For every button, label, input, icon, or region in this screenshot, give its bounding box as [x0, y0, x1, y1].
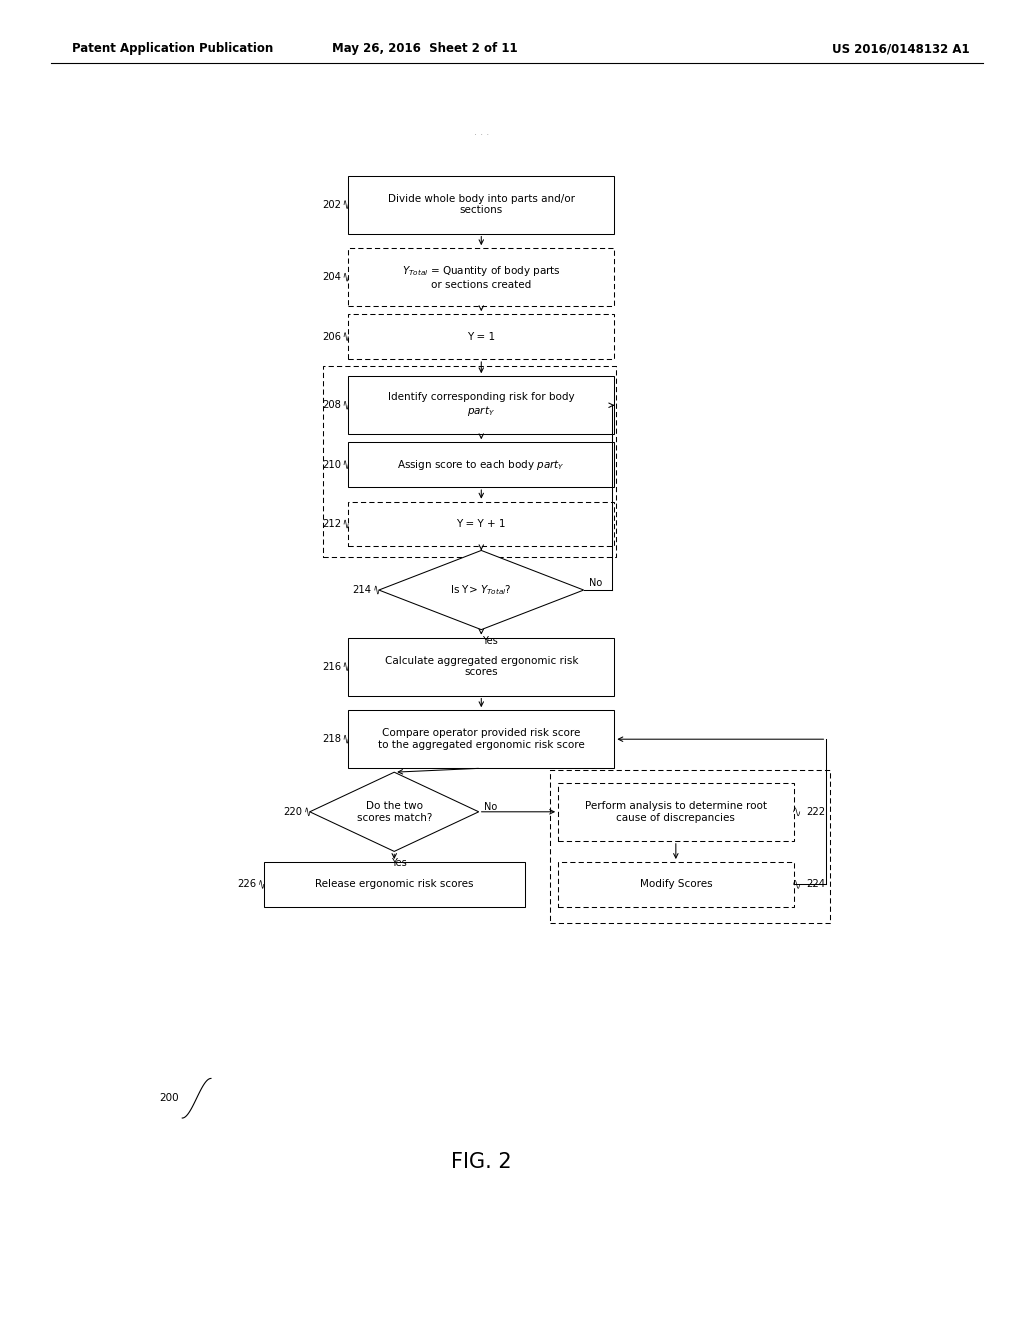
Text: 226: 226: [238, 879, 256, 890]
Text: US 2016/0148132 A1: US 2016/0148132 A1: [833, 42, 970, 55]
Text: Assign score to each body $part_Y$: Assign score to each body $part_Y$: [397, 458, 565, 471]
Text: 202: 202: [322, 199, 341, 210]
FancyBboxPatch shape: [558, 862, 794, 907]
Text: 222: 222: [806, 807, 825, 817]
Text: . . .: . . .: [474, 127, 488, 137]
Text: May 26, 2016  Sheet 2 of 11: May 26, 2016 Sheet 2 of 11: [332, 42, 518, 55]
Text: Y = Y + 1: Y = Y + 1: [457, 519, 506, 529]
Text: $Y_{Total}$ = Quantity of body parts
or sections created: $Y_{Total}$ = Quantity of body parts or …: [401, 264, 561, 290]
FancyBboxPatch shape: [348, 638, 614, 696]
FancyBboxPatch shape: [348, 248, 614, 306]
Text: Calculate aggregated ergonomic risk
scores: Calculate aggregated ergonomic risk scor…: [385, 656, 578, 677]
Text: No: No: [484, 801, 497, 812]
Text: 224: 224: [806, 879, 825, 890]
Text: Yes: Yes: [481, 636, 498, 647]
Text: Yes: Yes: [391, 858, 408, 869]
FancyBboxPatch shape: [348, 710, 614, 768]
Polygon shape: [379, 550, 584, 630]
Text: FIG. 2: FIG. 2: [451, 1151, 512, 1172]
FancyBboxPatch shape: [558, 783, 794, 841]
Text: No: No: [589, 578, 602, 589]
Text: 208: 208: [323, 400, 341, 411]
FancyBboxPatch shape: [348, 442, 614, 487]
FancyBboxPatch shape: [348, 314, 614, 359]
FancyBboxPatch shape: [348, 376, 614, 434]
Text: 220: 220: [284, 807, 303, 817]
Text: Modify Scores: Modify Scores: [640, 879, 712, 890]
Text: 216: 216: [322, 661, 341, 672]
Text: Do the two
scores match?: Do the two scores match?: [356, 801, 432, 822]
Text: Is Y> $Y_{Total}$?: Is Y> $Y_{Total}$?: [451, 583, 512, 597]
Text: 204: 204: [323, 272, 341, 282]
Polygon shape: [309, 772, 479, 851]
Text: 200: 200: [160, 1093, 179, 1104]
Text: 218: 218: [322, 734, 341, 744]
Text: 210: 210: [322, 459, 341, 470]
Text: 214: 214: [352, 585, 372, 595]
Text: Compare operator provided risk score
to the aggregated ergonomic risk score: Compare operator provided risk score to …: [378, 729, 585, 750]
Text: Identify corresponding risk for body
$part_Y$: Identify corresponding risk for body $pa…: [388, 392, 574, 418]
Text: Y = 1: Y = 1: [467, 331, 496, 342]
FancyBboxPatch shape: [348, 502, 614, 546]
Text: Patent Application Publication: Patent Application Publication: [72, 42, 273, 55]
Text: 212: 212: [322, 519, 341, 529]
FancyBboxPatch shape: [348, 176, 614, 234]
FancyBboxPatch shape: [264, 862, 524, 907]
Text: Perform analysis to determine root
cause of discrepancies: Perform analysis to determine root cause…: [585, 801, 767, 822]
Text: Divide whole body into parts and/or
sections: Divide whole body into parts and/or sect…: [388, 194, 574, 215]
Text: 206: 206: [322, 331, 341, 342]
Text: Release ergonomic risk scores: Release ergonomic risk scores: [315, 879, 473, 890]
